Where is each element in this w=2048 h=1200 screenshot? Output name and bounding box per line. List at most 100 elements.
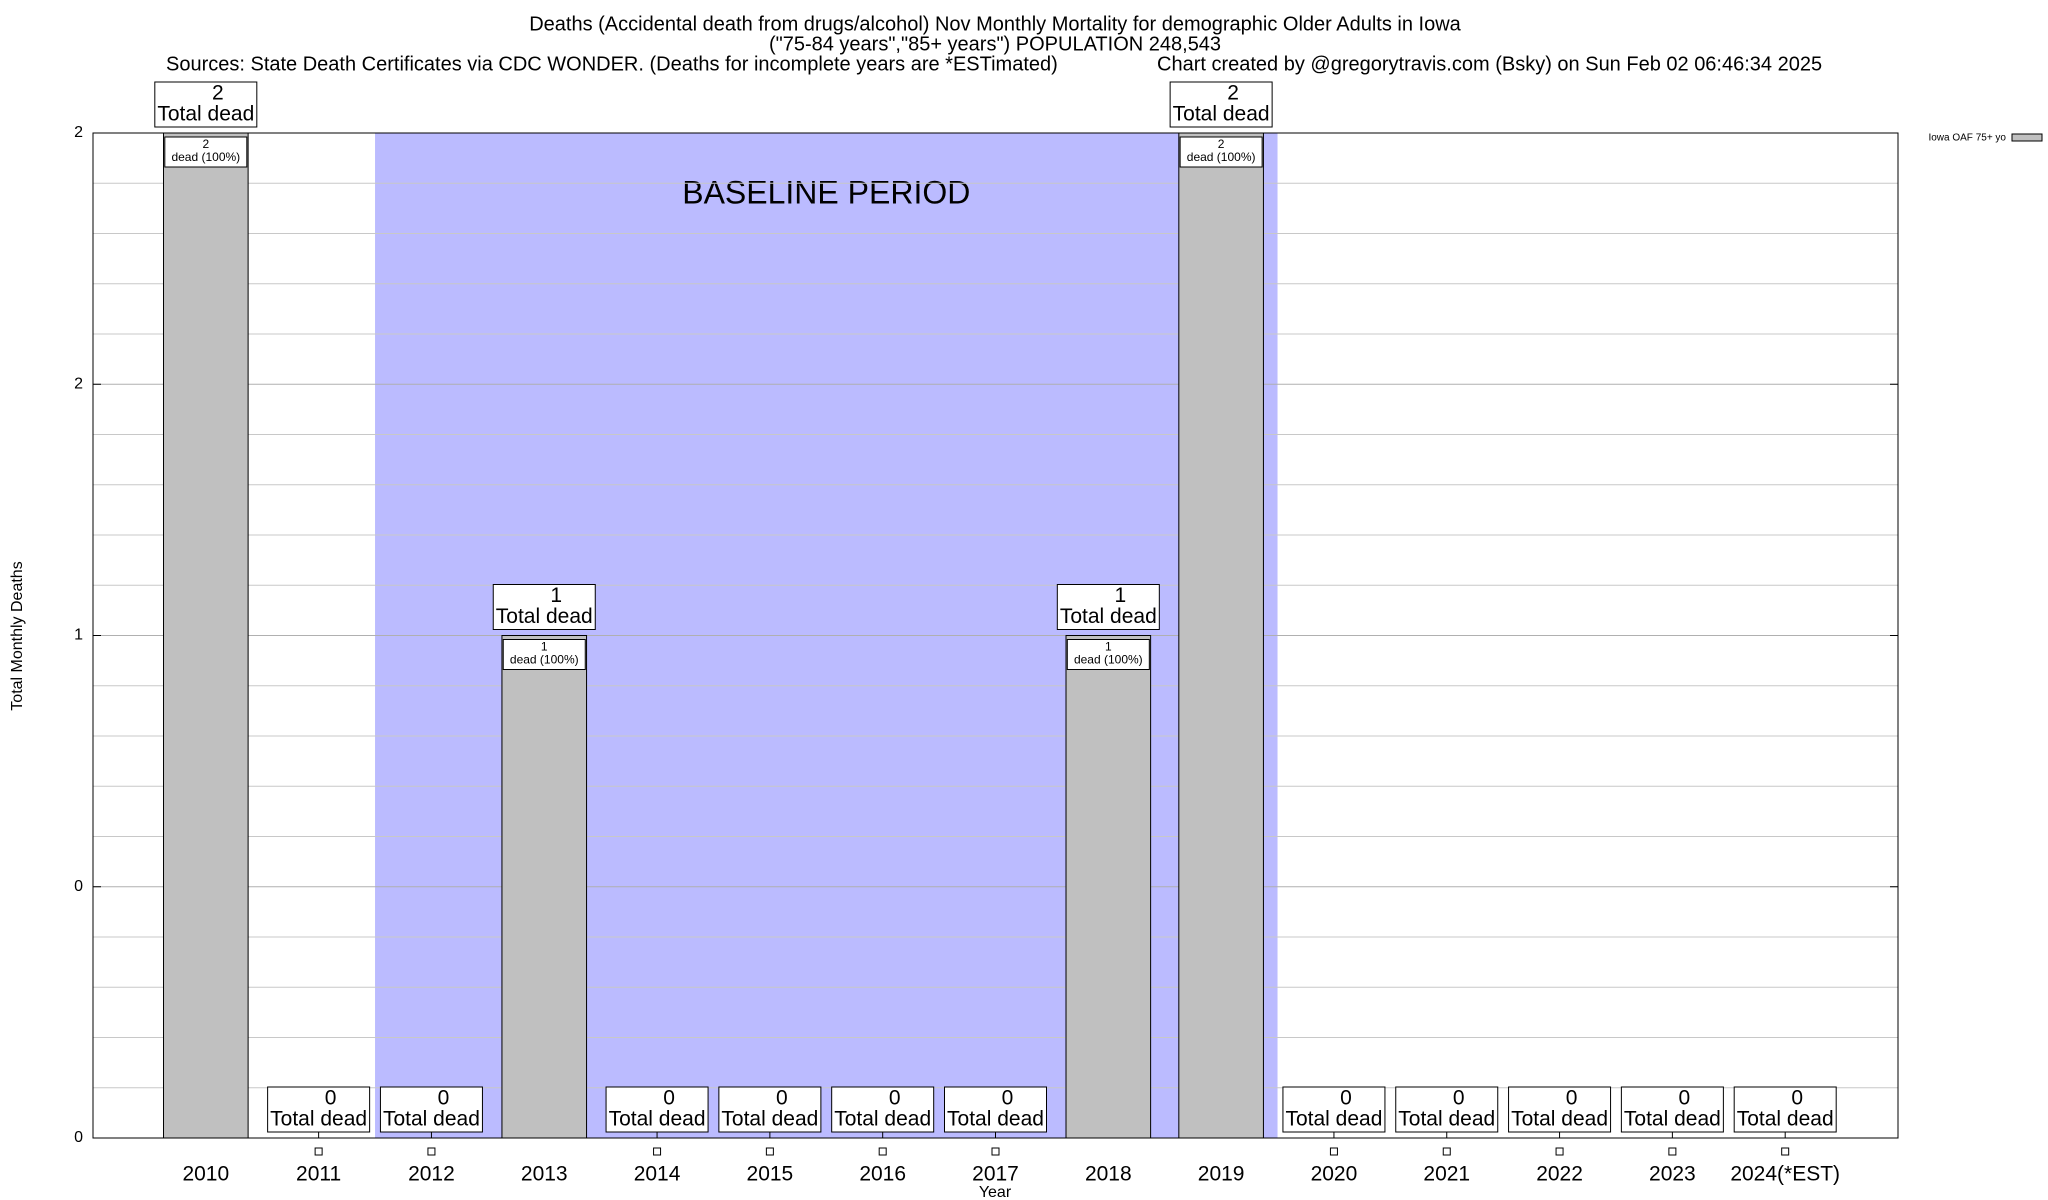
zero-marker	[427, 1147, 436, 1156]
y-axis-label: Total Monthly Deaths	[9, 561, 26, 710]
legend-swatch	[2011, 133, 2043, 142]
inner-value: 2	[202, 137, 209, 151]
inner-value: 1	[541, 640, 548, 654]
y-tick-label: 2	[74, 375, 83, 392]
zero-marker	[765, 1147, 774, 1156]
total-box	[718, 1086, 822, 1133]
total-label: Total dead	[1285, 1108, 1382, 1131]
zero-marker	[1555, 1147, 1564, 1156]
total-value: 0	[663, 1087, 675, 1110]
total-label: Total dead	[1624, 1108, 1721, 1131]
total-label: Total dead	[721, 1108, 818, 1131]
total-box	[154, 81, 258, 128]
total-label: Total dead	[496, 605, 593, 628]
y-tick-label: 1	[74, 627, 83, 644]
total-label: Total dead	[1398, 1108, 1495, 1131]
total-label: Total dead	[834, 1108, 931, 1131]
inner-box	[502, 639, 586, 670]
inner-label: dead (100%)	[1187, 150, 1256, 164]
total-label: Total dead	[947, 1108, 1044, 1131]
total-box	[379, 1086, 483, 1133]
total-label: Total dead	[383, 1108, 480, 1131]
zero-marker	[991, 1147, 1000, 1156]
sources: Sources: State Death Certificates via CD…	[166, 53, 1058, 75]
total-label: Total dead	[1511, 1108, 1608, 1131]
bar	[501, 635, 588, 1139]
baseline-label: BASELINE PERIOD	[682, 174, 970, 210]
y-tick-label: 0	[74, 1129, 83, 1146]
credit: Chart created by @gregorytravis.com (Bsk…	[1157, 53, 1822, 75]
total-label: Total dead	[1173, 103, 1270, 126]
total-label: Total dead	[1737, 1108, 1834, 1131]
total-value: 0	[1679, 1087, 1691, 1110]
total-label: Total dead	[157, 103, 254, 126]
x-tick-label: 2022	[1536, 1163, 1583, 1186]
inner-box	[1179, 136, 1263, 168]
inner-label: dead (100%)	[510, 653, 579, 667]
inner-label: dead (100%)	[171, 150, 240, 164]
x-tick-label: 2015	[747, 1163, 794, 1186]
inner-box	[1066, 639, 1150, 670]
total-value: 0	[1566, 1087, 1578, 1110]
total-box	[1620, 1086, 1724, 1133]
y-tick-label: 2	[74, 124, 83, 141]
chart-title: Deaths (Accidental death from drugs/alco…	[529, 13, 1461, 35]
inner-box	[164, 136, 248, 168]
total-label: Total dead	[270, 1108, 367, 1131]
total-box	[492, 584, 596, 630]
x-tick-label: 2017	[972, 1163, 1019, 1186]
zero-marker	[1329, 1147, 1338, 1156]
total-box	[605, 1086, 709, 1133]
x-tick-label: 2021	[1423, 1163, 1470, 1186]
bar	[163, 132, 249, 1139]
total-value: 0	[1340, 1087, 1352, 1110]
zero-marker	[1442, 1147, 1451, 1156]
legend-label: Iowa OAF 75+ yo	[1928, 133, 2006, 144]
inner-value: 1	[1105, 640, 1112, 654]
x-tick-label: 2016	[859, 1163, 906, 1186]
total-value: 2	[212, 82, 224, 105]
total-box	[944, 1086, 1047, 1133]
zero-marker	[653, 1147, 662, 1156]
zero-marker	[1781, 1147, 1790, 1156]
total-value: 0	[325, 1087, 337, 1110]
x-tick-label: 2010	[182, 1163, 229, 1186]
total-box	[1508, 1086, 1612, 1133]
x-tick-label: 2011	[296, 1163, 341, 1186]
inner-value: 2	[1218, 137, 1225, 151]
total-value: 0	[1791, 1087, 1803, 1110]
bar	[1065, 635, 1152, 1139]
x-tick-label: 2012	[408, 1163, 455, 1186]
total-box	[1282, 1086, 1386, 1133]
x-tick-label: 2020	[1311, 1163, 1358, 1186]
total-value: 0	[438, 1087, 450, 1110]
x-tick-label: 2023	[1649, 1163, 1696, 1186]
x-tick-label: 2024(*EST)	[1730, 1163, 1840, 1186]
total-label: Total dead	[609, 1108, 706, 1131]
total-value: 0	[1002, 1087, 1014, 1110]
inner-label: dead (100%)	[1074, 653, 1143, 667]
total-box	[1169, 81, 1273, 128]
total-value: 1	[1114, 584, 1126, 607]
x-axis-label: Year	[979, 1184, 1012, 1200]
total-box	[831, 1086, 935, 1133]
total-value: 1	[550, 584, 562, 607]
x-tick-label: 2019	[1198, 1163, 1245, 1186]
x-tick-label: 2018	[1085, 1163, 1132, 1186]
total-value: 0	[889, 1087, 901, 1110]
total-label: Total dead	[1060, 605, 1157, 628]
bar	[1178, 132, 1264, 1139]
total-box	[267, 1086, 371, 1133]
zero-marker	[314, 1147, 323, 1156]
total-value: 0	[776, 1087, 788, 1110]
total-box	[1733, 1086, 1837, 1133]
zero-marker	[1668, 1147, 1677, 1156]
y-tick-label: 0	[74, 878, 83, 895]
x-tick-label: 2013	[521, 1163, 568, 1186]
total-box	[1056, 584, 1160, 630]
x-tick-label: 2014	[634, 1163, 681, 1186]
chart-subtitle: ("75-84 years","85+ years") POPULATION 2…	[769, 33, 1221, 55]
total-value: 0	[1453, 1087, 1465, 1110]
zero-marker	[878, 1147, 887, 1156]
